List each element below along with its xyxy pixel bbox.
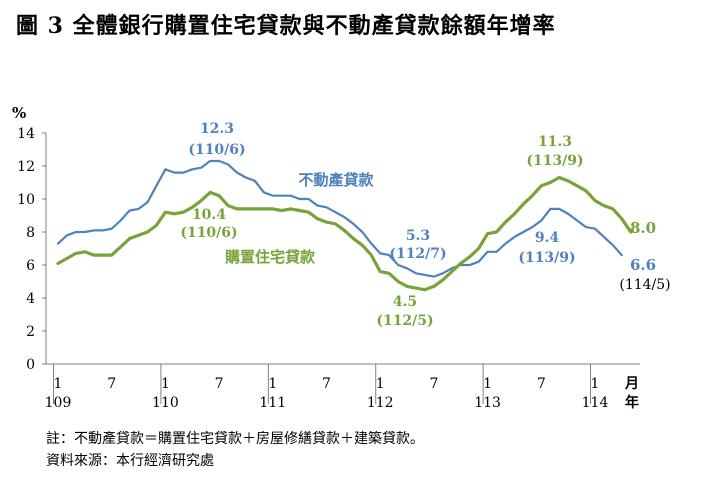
x-tick-label-year: 112 [367,395,394,411]
chart-title: 圖 3 全體銀行購置住宅貸款與不動產貸款餘額年增率 [16,13,556,39]
data-label-value: 5.3 [406,228,430,244]
x-tick-label-year: 110 [152,395,179,411]
x-tick-label-month: 1 [483,376,492,392]
y-tick-label: 4 [26,291,35,307]
y-tick-label: 10 [17,192,35,208]
data-label-date: (112/7) [389,246,446,262]
data-label-value: 9.4 [535,230,560,246]
data-label-date: (114/5) [619,277,670,293]
x-tick-label-year: 113 [474,395,501,411]
series-label-property-loans: 不動產貸款 [298,171,374,189]
x-tick-label-month: 7 [537,376,546,392]
y-tick-label: 8 [26,225,35,241]
data-label-date: (110/6) [188,142,245,158]
footnotes: 註：不動產貸款＝購置住宅貸款＋房屋修繕貸款＋建築貸款。 資料來源：本行經濟研究處 [46,428,424,472]
data-label-value: 4.5 [393,294,417,310]
series-line-housing-loans [56,175,633,292]
y-tick-label: 2 [26,324,35,340]
x-tick-label-month: 7 [215,376,224,392]
y-tick-label: 6 [26,258,35,274]
y-tick-label: 0 [26,357,35,373]
x-axis-unit-year: 年 [625,394,639,411]
x-tick-label-month: 1 [268,376,277,392]
x-tick-label-month: 1 [54,376,63,392]
x-tick-label-year: 109 [45,395,72,411]
x-axis-unit-month: 月 [624,376,639,392]
series-label-housing-loans: 購置住宅貸款 [224,248,316,266]
data-label-value: 10.4 [192,207,226,223]
data-label-value: 8.0 [630,219,656,237]
y-axis-unit: % [12,104,26,122]
x-tick-label-month: 1 [376,376,385,392]
data-label-date: (110/6) [180,225,237,241]
data-label-value: 11.3 [538,134,572,150]
y-tick-label: 14 [17,126,35,142]
data-label-date: (112/5) [376,313,433,329]
x-tick-label-year: 111 [259,395,286,411]
x-tick-label-year: 114 [582,395,609,411]
series-line-property-loans [56,159,623,278]
data-label-date: (113/9) [526,153,583,169]
footnote-source: 資料來源：本行經濟研究處 [46,453,214,469]
data-label-date: (113/9) [518,250,575,266]
x-tick-label-month: 7 [107,376,116,392]
y-tick-label: 12 [17,159,35,175]
data-label-value: 6.6 [630,256,656,274]
x-tick-label-month: 1 [591,376,600,392]
data-label-value: 12.3 [200,121,234,137]
x-tick-label-month: 1 [161,376,170,392]
x-tick-label-month: 7 [429,376,438,392]
footnote-definition: 註：不動產貸款＝購置住宅貸款＋房屋修繕貸款＋建築貸款。 [46,431,424,447]
x-tick-label-month: 7 [322,376,331,392]
